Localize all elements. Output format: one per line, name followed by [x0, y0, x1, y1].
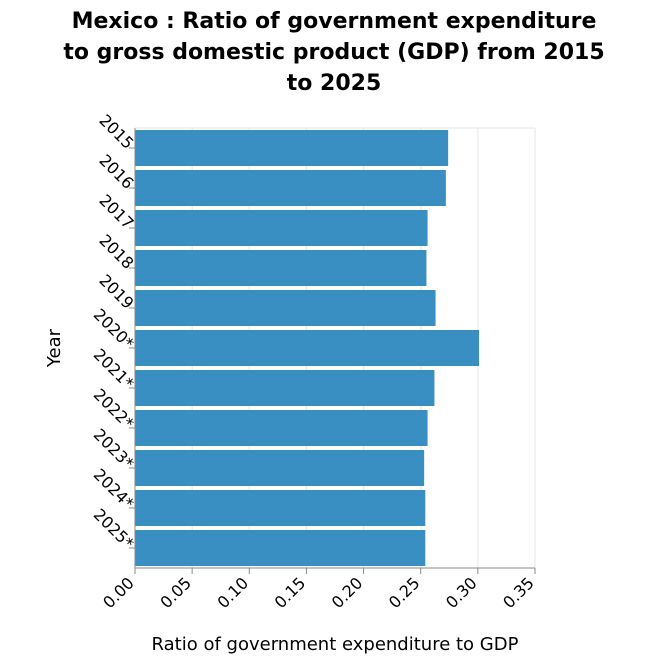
- x-tick-label: 0.15: [271, 573, 310, 612]
- y-tick-labels: 201520162017201820192020*2021*2022*2023*…: [90, 111, 138, 553]
- x-tick-label: 0.30: [442, 573, 481, 612]
- x-tick-label: 0.20: [328, 573, 367, 612]
- bar-2015: [135, 130, 449, 166]
- bar-2019: [135, 290, 436, 326]
- y-axis-title: Year: [44, 328, 65, 368]
- y-tick-label: 2020*: [90, 305, 138, 353]
- x-tick-label: 0.25: [385, 573, 424, 612]
- x-tick-labels: 0.00 0.05 0.10 0.15 0.20 0.25 0.30 0.35: [99, 568, 538, 612]
- y-tick-label: 2016: [95, 151, 137, 193]
- y-tick-label: 2023*: [90, 425, 138, 473]
- x-tick-label: 0.10: [213, 573, 252, 612]
- chart-title-line-3: to 2025: [286, 71, 382, 96]
- bar-2023-forecast: [135, 450, 425, 486]
- x-tick-label: 0.35: [499, 573, 538, 612]
- x-tick-label: 0.00: [99, 573, 138, 612]
- y-tick-label: 2015: [95, 111, 137, 153]
- bar-2017: [135, 210, 428, 246]
- bar-2022-forecast: [135, 410, 428, 446]
- bar-2021-forecast: [135, 370, 435, 406]
- y-tick-label: 2017: [95, 191, 137, 233]
- bars: [135, 130, 479, 566]
- y-tick-label: 2021*: [90, 345, 138, 393]
- x-tick-label: 0.05: [156, 573, 195, 612]
- bar-2024-forecast: [135, 490, 426, 526]
- x-axis-title: Ratio of government expenditure to GDP: [152, 634, 519, 655]
- bar-2016: [135, 170, 446, 206]
- y-tick-label: 2025*: [90, 505, 138, 553]
- bar-2020-forecast: [135, 330, 479, 366]
- y-tick-label: 2024*: [90, 465, 138, 513]
- chart-title: Mexico : Ratio of government expenditure…: [0, 6, 668, 99]
- y-tick-label: 2018: [95, 231, 137, 273]
- chart-title-line-2: to gross domestic product (GDP) from 201…: [63, 40, 605, 65]
- y-tick-label: 2022*: [90, 385, 138, 433]
- bar-2018: [135, 250, 427, 286]
- chart-title-line-1: Mexico : Ratio of government expenditure: [71, 9, 597, 34]
- bar-2025-forecast: [135, 530, 426, 566]
